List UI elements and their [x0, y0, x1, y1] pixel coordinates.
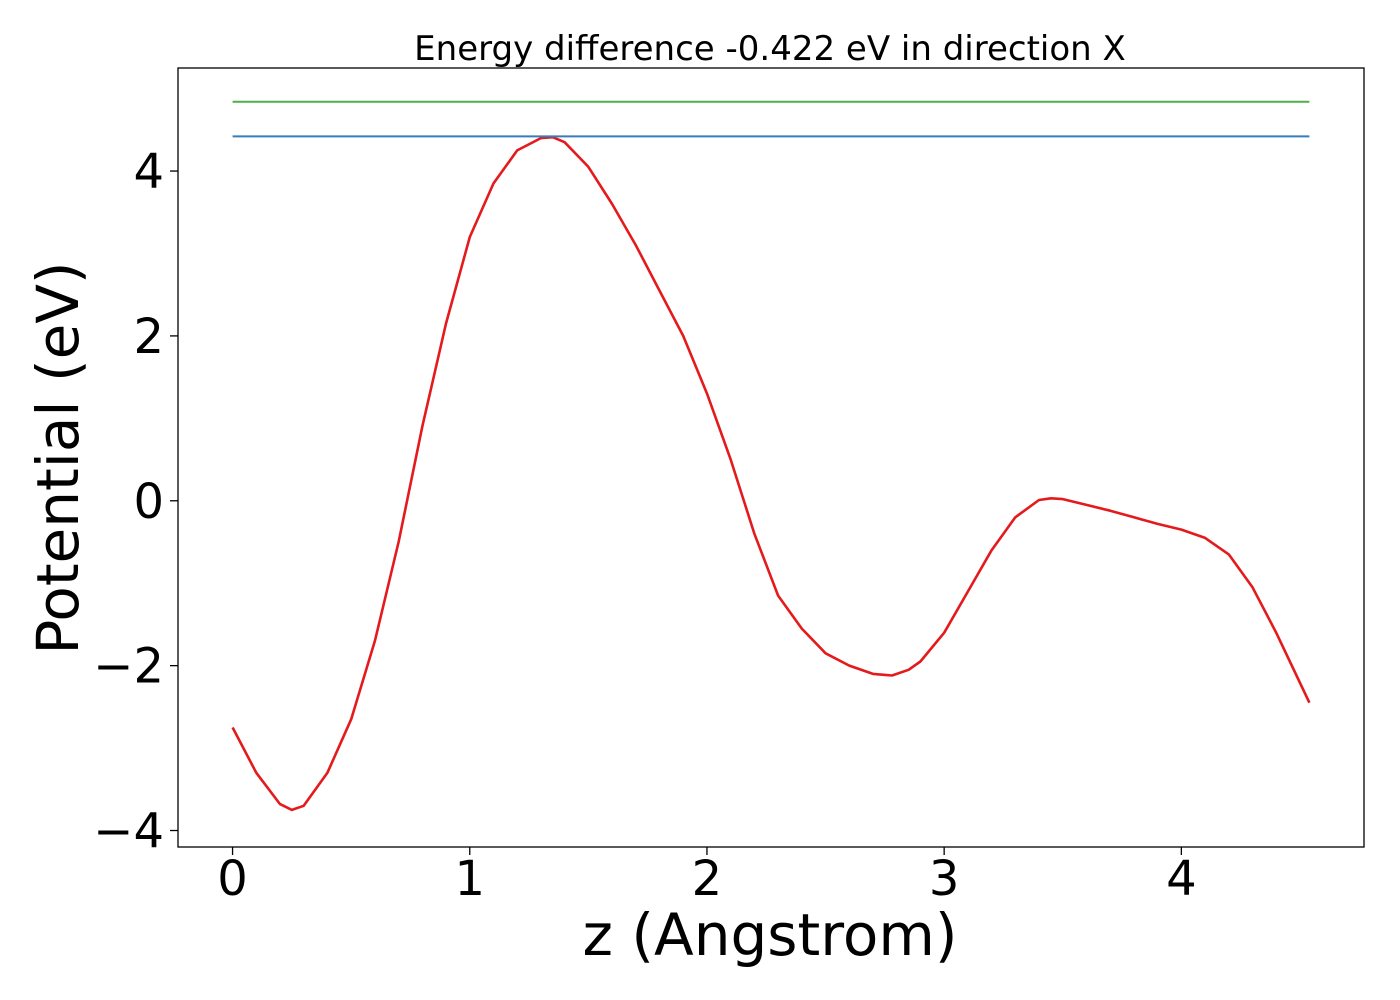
y-tick-label: 4	[133, 144, 164, 200]
x-axis-label: z (Angstrom)	[583, 901, 958, 969]
y-tick-label: −2	[93, 639, 164, 695]
x-axis: 0 1 2 3 4	[217, 847, 1197, 907]
x-tick-label: 1	[454, 851, 485, 907]
x-tick-label: 4	[1166, 851, 1197, 907]
y-tick-label: 0	[133, 474, 164, 530]
x-tick-label: 0	[217, 851, 248, 907]
series-line-0	[231, 135, 1311, 812]
y-tick-label: −4	[93, 804, 164, 860]
chart-title: Energy difference -0.422 eV in direction…	[414, 29, 1126, 69]
y-axis: −4 −2 0 2 4	[93, 144, 178, 860]
plot-area	[231, 100, 1311, 812]
y-tick-label: 2	[133, 309, 164, 365]
x-tick-label: 3	[929, 851, 960, 907]
y-axis-label: Potential (eV)	[24, 261, 92, 654]
x-tick-label: 2	[692, 851, 723, 907]
plot-frame	[177, 67, 1365, 848]
